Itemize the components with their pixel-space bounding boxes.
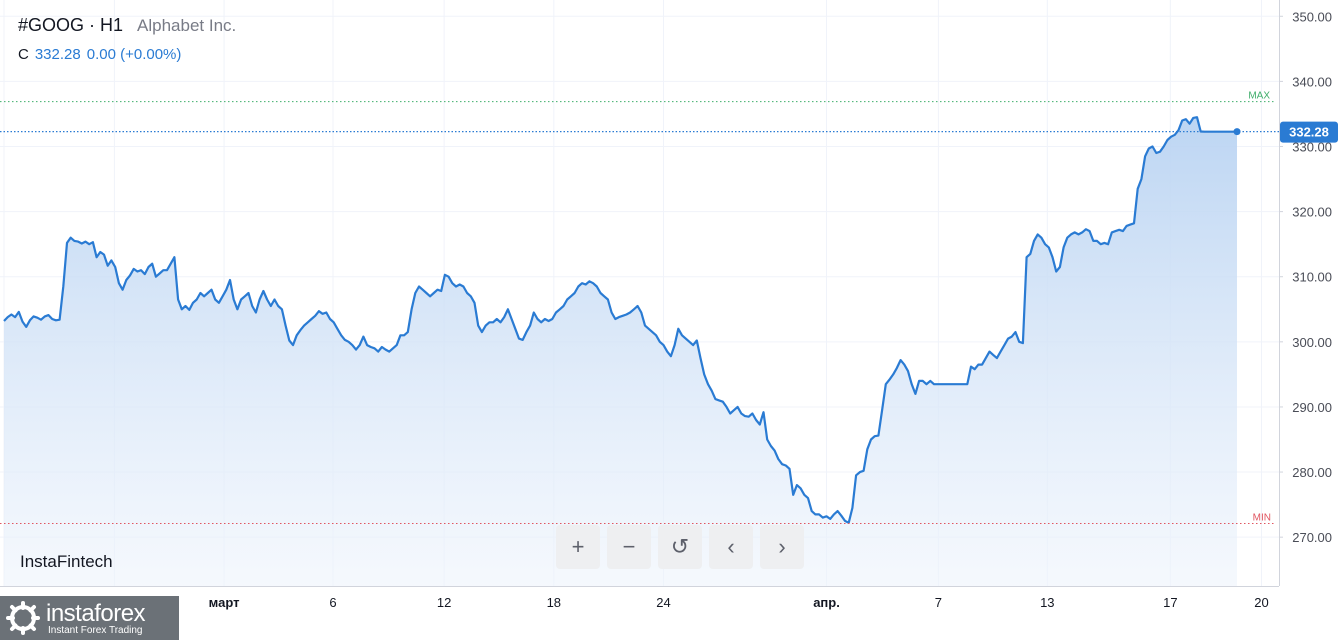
- y-tick-label: 310.00: [1292, 270, 1332, 285]
- price-line: [3, 116, 1237, 524]
- close-value: 332.28: [34, 46, 81, 63]
- scroll-left-button[interactable]: ‹: [709, 525, 753, 569]
- close-label: C: [18, 46, 29, 63]
- max-label: MAX: [1248, 91, 1270, 102]
- x-tick-label: 20: [1254, 595, 1268, 610]
- y-tick-label: 350.00: [1292, 9, 1332, 24]
- y-tick-label: 270.00: [1292, 530, 1332, 545]
- price-area: [4, 117, 1237, 586]
- zoom-in-button[interactable]: +: [556, 525, 600, 569]
- y-tick-label: 320.00: [1292, 205, 1332, 220]
- x-tick-label: 17: [1163, 595, 1177, 610]
- chart-title: #GOOG · H1 Alphabet Inc.: [18, 15, 236, 36]
- change-value: 0.00 (+0.00%): [86, 46, 182, 63]
- y-tick-label: 340.00: [1292, 74, 1332, 89]
- y-tick-label: 330.00: [1292, 140, 1332, 155]
- scroll-right-button[interactable]: ›: [760, 525, 804, 569]
- instaforex-logo[interactable]: instaforex Instant Forex Trading: [0, 596, 179, 640]
- y-tick-label: 300.00: [1292, 335, 1332, 350]
- last-price-tag: [1280, 121, 1338, 143]
- x-tick-label: 7: [935, 595, 942, 610]
- min-label: MIN: [1253, 512, 1271, 523]
- x-tick-label: март: [209, 595, 240, 610]
- last-price-dot: [1233, 128, 1241, 136]
- x-tick-label: 13: [1040, 595, 1054, 610]
- y-tick-label: 290.00: [1292, 400, 1332, 415]
- company-name: Alphabet Inc.: [137, 16, 237, 35]
- x-tick-label: 6: [329, 595, 336, 610]
- chart-toolbar: + − ↺ ‹ ›: [556, 525, 804, 569]
- logo-brand: instaforex: [46, 600, 146, 627]
- watermark: InstaFintech: [20, 552, 113, 571]
- logo-tagline: Instant Forex Trading: [48, 625, 143, 636]
- x-tick-label: 24: [656, 595, 670, 610]
- reset-button[interactable]: ↺: [658, 525, 702, 569]
- last-price-tag-label: 332.28: [1289, 125, 1329, 140]
- symbol-label: #GOOG · H1: [18, 15, 124, 35]
- quote-line: C 332.28 0.00 (+0.00%): [18, 46, 181, 63]
- x-tick-label: апр.: [813, 595, 840, 610]
- logo-mark-icon: [6, 601, 40, 635]
- x-tick-label: 18: [547, 595, 561, 610]
- zoom-out-button[interactable]: −: [607, 525, 651, 569]
- y-tick-label: 280.00: [1292, 465, 1332, 480]
- x-tick-label: 12: [437, 595, 451, 610]
